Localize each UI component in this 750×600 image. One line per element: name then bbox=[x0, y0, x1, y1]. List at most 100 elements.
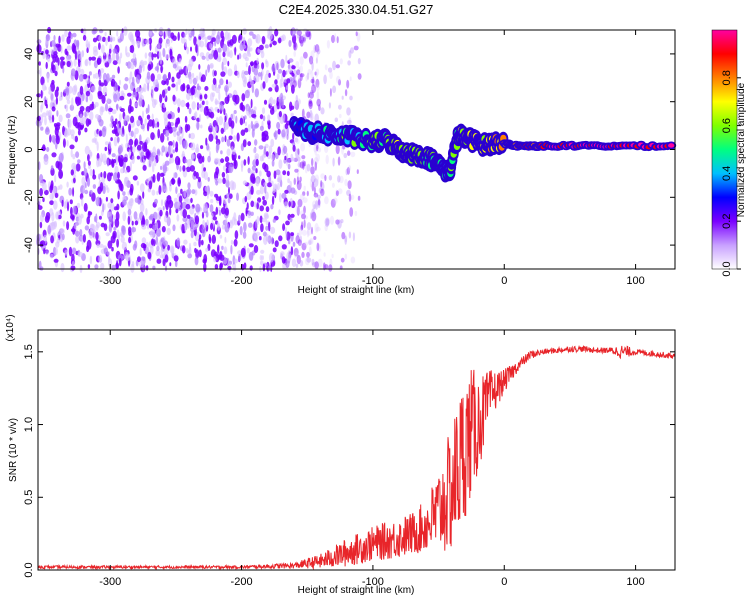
spectrogram-noise-cell bbox=[161, 89, 166, 99]
spectrogram-noise-cell bbox=[169, 50, 173, 60]
spectrogram-noise-cell bbox=[236, 132, 240, 142]
spectrogram-noise-cell bbox=[313, 145, 318, 153]
spectrogram-noise-cell bbox=[159, 102, 163, 108]
spectrogram-noise-cell bbox=[57, 214, 62, 220]
spectrogram-noise-cell bbox=[306, 163, 311, 172]
spectrogram-noise-cell bbox=[262, 199, 268, 206]
spectrogram-noise-cell bbox=[72, 153, 76, 160]
spectrogram-noise-cell bbox=[293, 100, 297, 108]
spectrogram-noise-cell bbox=[159, 56, 163, 65]
spectrogram-noise-cell bbox=[207, 64, 211, 73]
spectrogram-noise-cell bbox=[137, 194, 140, 201]
spectrogram-noise-cell bbox=[293, 247, 299, 257]
spectrogram-noise-cell bbox=[64, 104, 67, 109]
snr-y-ticks: 0.0 0.5 1.0 1.5 bbox=[23, 344, 675, 578]
spectrogram-noise-cell bbox=[327, 67, 333, 73]
spectrogram-noise-cell bbox=[309, 116, 314, 121]
spectrogram-noise-cell bbox=[85, 90, 90, 97]
spectrogram-noise-cell bbox=[53, 186, 56, 196]
spectrogram-noise-cell bbox=[238, 155, 241, 160]
spectrogram-noise-cell bbox=[110, 137, 113, 142]
spectrogram-noise-cell bbox=[296, 232, 300, 237]
spectrogram-noise-cell bbox=[311, 181, 315, 192]
spectrogram-noise-cell bbox=[51, 212, 55, 222]
spectrogram-noise-cell bbox=[172, 149, 175, 154]
spectrogram-noise-cell bbox=[250, 211, 254, 216]
spectrogram-noise-cell bbox=[214, 263, 219, 270]
spectrogram-noise-cell bbox=[88, 56, 92, 61]
spectrogram-noise-cell bbox=[45, 126, 50, 133]
spectrogram-noise-cell bbox=[338, 104, 342, 110]
spectrogram-noise-cell bbox=[111, 153, 116, 158]
spectrogram-noise-cell bbox=[154, 198, 158, 205]
spectrogram-noise-cell bbox=[306, 190, 309, 197]
spectrogram-x-tick-label: -100 bbox=[362, 275, 384, 287]
spectrogram-noise-cell bbox=[211, 234, 216, 244]
spectrogram-noise-cell bbox=[264, 44, 269, 49]
spectrogram-noise-cell bbox=[324, 145, 329, 153]
spectrogram-noise-cell bbox=[39, 221, 43, 229]
spectrogram-noise-cell bbox=[106, 73, 110, 83]
spectrogram-noise-cell bbox=[296, 168, 300, 175]
spectrogram-noise-cell bbox=[147, 223, 150, 230]
spectrogram-noise-cell bbox=[61, 199, 64, 207]
spectrogram-noise-cell bbox=[295, 94, 298, 103]
spectrogram-noise-cell bbox=[294, 168, 299, 173]
spectrogram-noise-cell bbox=[215, 180, 219, 186]
spectrogram-noise-cell bbox=[253, 67, 259, 76]
spectrogram-noise-cell bbox=[72, 44, 77, 54]
spectrogram-noise-cell bbox=[105, 103, 108, 112]
spectrogram-noise-cell bbox=[306, 222, 312, 231]
spectrogram-noise-cell bbox=[169, 207, 172, 216]
spectrogram-noise-cell bbox=[177, 126, 182, 136]
spectrogram-noise-cell bbox=[309, 55, 314, 65]
spectrogram-noise-cell bbox=[355, 31, 358, 37]
spectrogram-noise-cell bbox=[145, 241, 150, 252]
spectrogram-noise-cell bbox=[110, 198, 114, 204]
spectrogram-noise-cell bbox=[299, 235, 302, 243]
spectrogram-noise-cell bbox=[91, 138, 95, 143]
spectrogram-noise-cell bbox=[202, 155, 205, 163]
spectrogram-noise-cell bbox=[308, 100, 313, 107]
spectrogram-noise-cell bbox=[184, 158, 188, 164]
spectrogram-noise-cell bbox=[284, 123, 289, 130]
spectrogram-noise-cell bbox=[103, 171, 107, 179]
spectrogram-noise-cell bbox=[335, 75, 341, 84]
spectrogram-noise-cell bbox=[130, 84, 133, 90]
spectrogram-noise-cell bbox=[189, 206, 195, 215]
spectrogram-noise-cell bbox=[174, 260, 178, 268]
spectrogram-noise-cell bbox=[337, 219, 342, 229]
spectrogram-noise-cell bbox=[243, 70, 249, 76]
spectrogram-noise-cell bbox=[249, 251, 254, 261]
spectrogram-noise-cell bbox=[43, 247, 46, 255]
spectrogram-noise-cell bbox=[309, 91, 314, 99]
spectrogram-noise-cell bbox=[200, 30, 206, 40]
spectrogram-noise-cell bbox=[287, 163, 291, 170]
spectrogram-noise-cell bbox=[282, 98, 284, 109]
spectrogram-noise-cell bbox=[299, 73, 303, 82]
spectrogram-noise-cell bbox=[209, 42, 212, 50]
spectrogram-noise-cell bbox=[255, 177, 260, 187]
spectrogram-noise-cell bbox=[317, 198, 321, 209]
spectrogram-noise-cell bbox=[297, 198, 303, 208]
spectrogram-noise-cell bbox=[116, 90, 120, 100]
spectrogram-noise-cell bbox=[316, 51, 319, 59]
spectrogram-noise-cell bbox=[116, 238, 119, 248]
spectrogram-noise-cell bbox=[259, 205, 265, 212]
spectrogram-noise-cell bbox=[145, 208, 148, 216]
spectrogram-noise-cell bbox=[108, 255, 111, 263]
spectrogram-noise-cell bbox=[272, 40, 277, 46]
spectrogram-noise-cell bbox=[190, 132, 195, 140]
spectrogram-noise-cell bbox=[185, 102, 190, 108]
spectrogram-noise-cell bbox=[139, 183, 145, 193]
spectrogram-noise-cell bbox=[66, 201, 70, 212]
spectrogram-noise-cell bbox=[183, 33, 186, 38]
spectrogram-noise-cell bbox=[152, 224, 156, 231]
spectrogram-noise-cell bbox=[245, 207, 248, 217]
spectrogram-noise-cell bbox=[303, 241, 309, 246]
spectrogram-noise-cell bbox=[204, 36, 208, 44]
spectrogram-noise-cell bbox=[120, 236, 125, 243]
spectrogram-noise-cell bbox=[109, 202, 115, 211]
spectrogram-noise-cell bbox=[160, 65, 163, 74]
spectrogram-noise-cell bbox=[49, 253, 54, 259]
